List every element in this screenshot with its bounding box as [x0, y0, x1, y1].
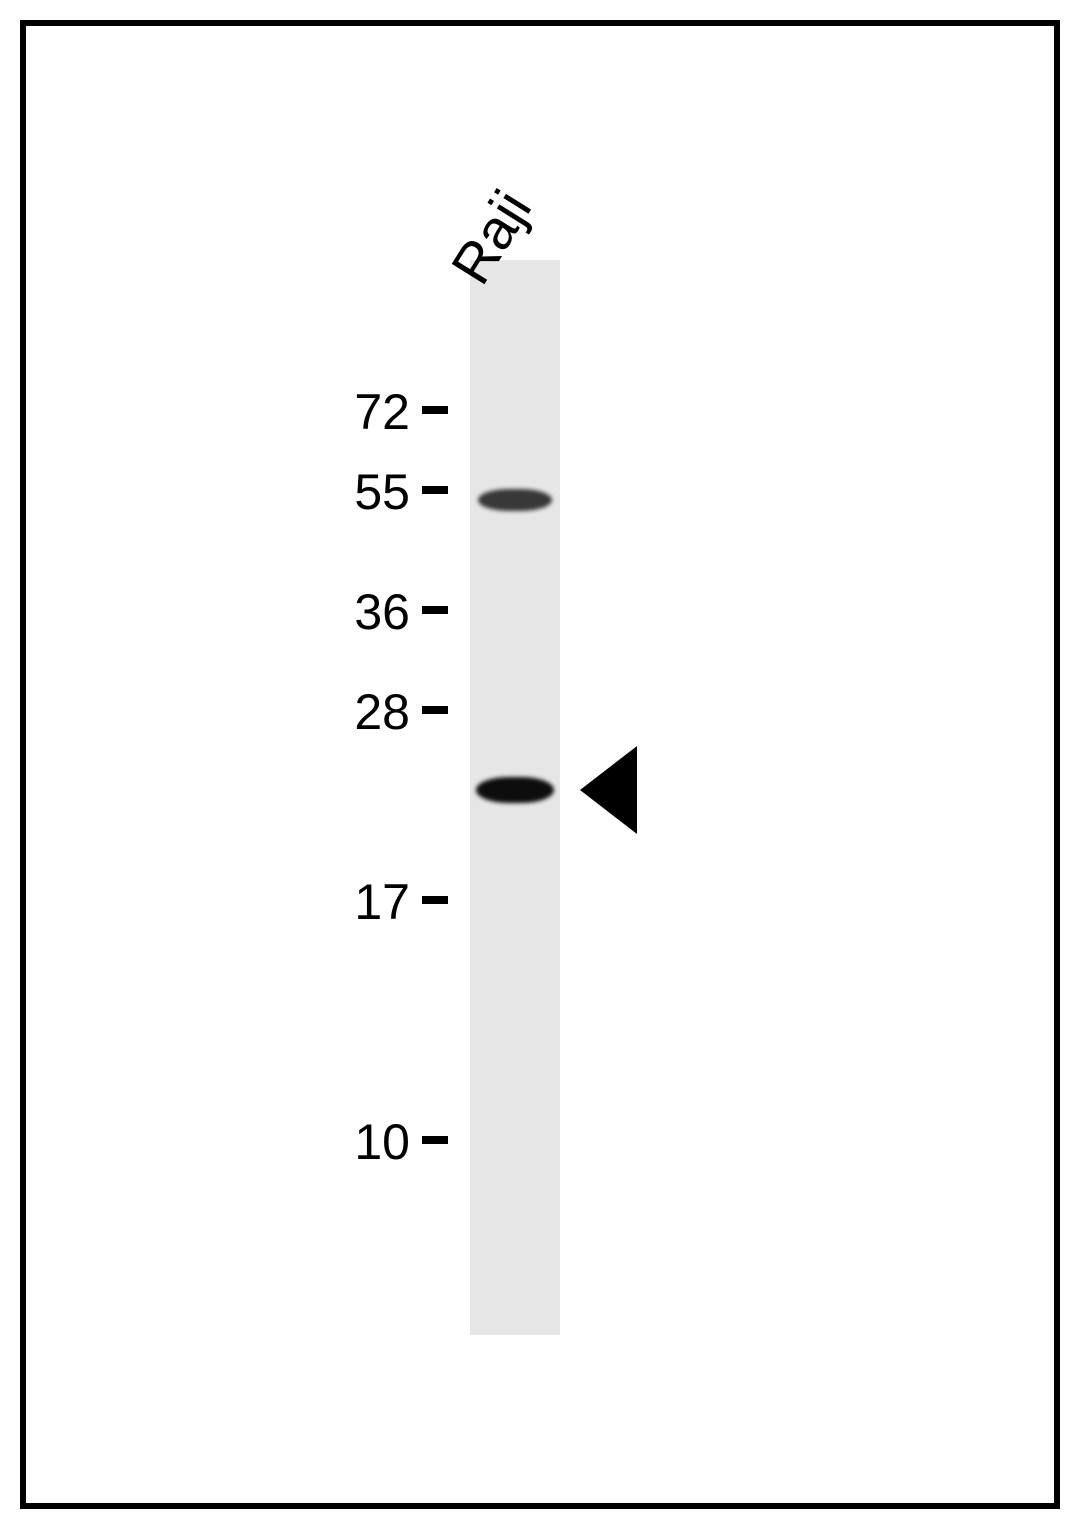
- marker-tick-17: [422, 896, 448, 904]
- marker-label-36: 36: [310, 583, 410, 641]
- marker-label-72: 72: [310, 383, 410, 441]
- band-target: [476, 777, 554, 803]
- marker-label-55: 55: [310, 463, 410, 521]
- marker-tick-10: [422, 1136, 448, 1144]
- band-upper: [478, 489, 552, 511]
- marker-label-10: 10: [310, 1113, 410, 1171]
- marker-label-28: 28: [310, 683, 410, 741]
- target-arrow-icon: [580, 746, 637, 834]
- marker-tick-55: [422, 486, 448, 494]
- marker-label-17: 17: [310, 873, 410, 931]
- image-frame: Raji 72 55 36 28 17 10: [0, 0, 1080, 1529]
- marker-tick-36: [422, 606, 448, 614]
- marker-tick-28: [422, 706, 448, 714]
- marker-tick-72: [422, 406, 448, 414]
